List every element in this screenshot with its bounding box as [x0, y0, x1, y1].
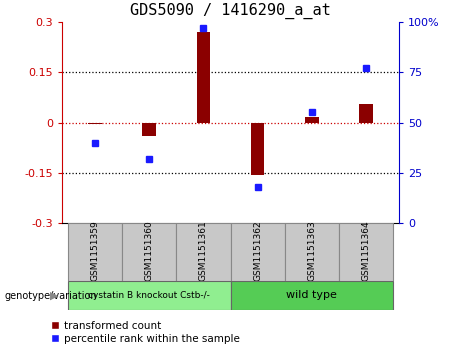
Bar	[122, 223, 176, 281]
Bar	[176, 223, 230, 281]
Bar	[360, 104, 373, 122]
Bar	[305, 118, 319, 122]
Bar	[68, 281, 230, 310]
Text: GSM1151361: GSM1151361	[199, 221, 208, 281]
Text: GSM1151364: GSM1151364	[362, 221, 371, 281]
Bar	[142, 122, 156, 136]
Bar	[88, 122, 101, 124]
Text: wild type: wild type	[286, 290, 337, 301]
Bar	[285, 223, 339, 281]
Bar	[196, 32, 210, 122]
Text: ▶: ▶	[50, 291, 58, 301]
Legend: transformed count, percentile rank within the sample: transformed count, percentile rank withi…	[51, 321, 240, 344]
Text: genotype/variation: genotype/variation	[5, 291, 97, 301]
Bar	[230, 281, 393, 310]
Text: cystatin B knockout Cstb-/-: cystatin B knockout Cstb-/-	[88, 291, 210, 300]
Text: GSM1151363: GSM1151363	[307, 221, 316, 281]
Text: GSM1151359: GSM1151359	[90, 221, 99, 281]
Bar	[251, 122, 265, 175]
Bar	[230, 223, 285, 281]
Text: GSM1151360: GSM1151360	[145, 221, 154, 281]
Bar	[339, 223, 393, 281]
Text: GSM1151362: GSM1151362	[253, 221, 262, 281]
Title: GDS5090 / 1416290_a_at: GDS5090 / 1416290_a_at	[130, 3, 331, 19]
Bar	[68, 223, 122, 281]
